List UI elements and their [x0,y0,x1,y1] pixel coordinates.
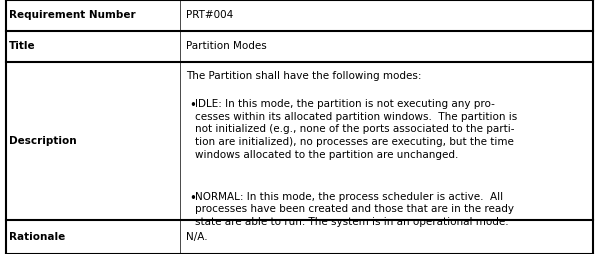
Text: •: • [189,192,196,204]
Text: Requirement Number: Requirement Number [9,10,136,21]
Text: Description: Description [9,136,77,146]
Text: IDLE: In this mode, the partition is not executing any pro-
cesses within its al: IDLE: In this mode, the partition is not… [195,99,517,160]
Text: The Partition shall have the following modes:: The Partition shall have the following m… [186,71,421,81]
Text: Partition Modes: Partition Modes [186,41,267,52]
Text: Title: Title [9,41,36,52]
Text: •: • [189,99,196,112]
Text: PRT#004: PRT#004 [186,10,233,21]
Text: N/A.: N/A. [186,232,208,242]
Text: Rationale: Rationale [9,232,65,242]
Text: NORMAL: In this mode, the process scheduler is active.  All
processes have been : NORMAL: In this mode, the process schedu… [195,192,514,227]
